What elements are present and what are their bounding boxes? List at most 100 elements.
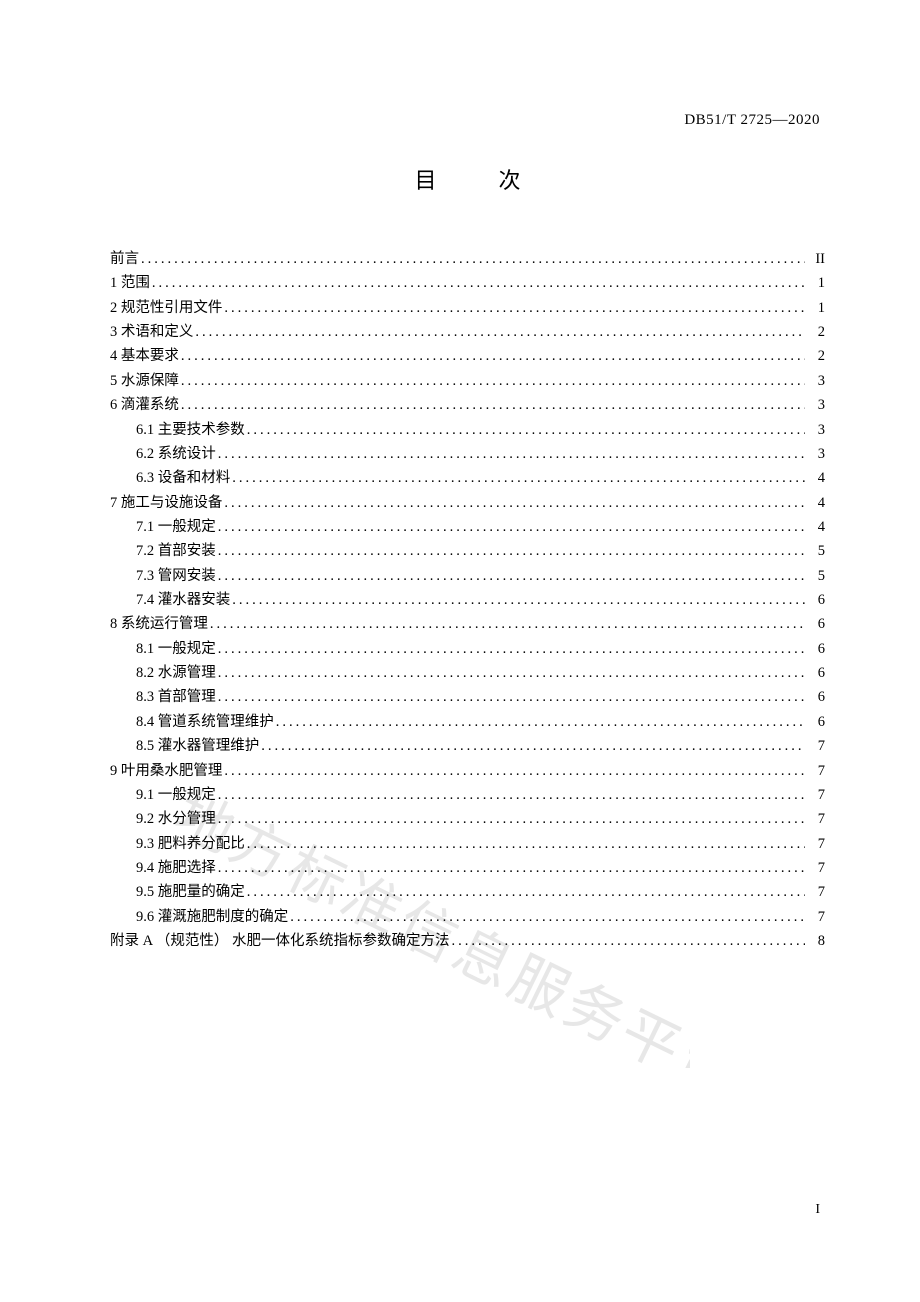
toc-entry-page: 6 [807, 661, 825, 685]
toc-entry-label: 前言 [110, 247, 139, 271]
toc-entry-label: 9 叶用桑水肥管理 [110, 759, 222, 783]
toc-entry: 3 术语和定义 2 [110, 320, 825, 344]
toc-leader-dots [232, 466, 805, 490]
toc-entry-label: 9.2 水分管理 [136, 807, 216, 831]
toc-entry: 8.2 水源管理 6 [110, 661, 825, 685]
toc-leader-dots [218, 685, 805, 709]
toc-entry-page: 7 [807, 856, 825, 880]
toc-entry: 9 叶用桑水肥管理 7 [110, 759, 825, 783]
toc-entry: 8.1 一般规定6 [110, 637, 825, 661]
toc-entry: 4 基本要求2 [110, 344, 825, 368]
toc-entry-label: 9.5 施肥量的确定 [136, 880, 245, 904]
toc-entry: 9.1 一般规定7 [110, 783, 825, 807]
toc-entry: 9.4 施肥选择 7 [110, 856, 825, 880]
toc-entry-page: 6 [807, 588, 825, 612]
toc-entry-label: 9.1 一般规定 [136, 783, 216, 807]
toc-entry-label: 9.3 肥料养分配比 [136, 832, 245, 856]
toc-leader-dots [224, 296, 805, 320]
toc-leader-dots [247, 418, 805, 442]
toc-entry: 前言 II [110, 247, 825, 271]
toc-entry: 7.4 灌水器安装 6 [110, 588, 825, 612]
toc-entry-page: 5 [807, 539, 825, 563]
toc-entry-label: 6.2 系统设计 [136, 442, 216, 466]
toc-entry-label: 8.2 水源管理 [136, 661, 216, 685]
toc-entry-label: 7.2 首部安装 [136, 539, 216, 563]
toc-entry: 附录 A （规范性） 水肥一体化系统指标参数确定方法8 [110, 929, 825, 953]
toc-entry-label: 1 范围 [110, 271, 150, 295]
toc-entry: 6 滴灌系统 3 [110, 393, 825, 417]
toc-entry-page: 7 [807, 734, 825, 758]
toc-entry-page: 6 [807, 685, 825, 709]
toc-entry-page: 1 [807, 271, 825, 295]
toc-leader-dots [181, 393, 805, 417]
toc-leader-dots [152, 271, 805, 295]
table-of-contents: 前言 II 1 范围 1 2 规范性引用文件 1 3 术语和定义 24 基本要求25 水源保障… [110, 247, 825, 953]
toc-entry: 9.3 肥料养分配比7 [110, 832, 825, 856]
toc-entry-page: II [807, 247, 825, 271]
toc-leader-dots [195, 320, 805, 344]
toc-entry-page: 5 [807, 564, 825, 588]
toc-leader-dots [218, 661, 805, 685]
toc-entry: 8.4 管道系统管理维护 6 [110, 710, 825, 734]
toc-leader-dots [290, 905, 805, 929]
toc-entry-label: 6 滴灌系统 [110, 393, 179, 417]
toc-entry-label: 8.4 管道系统管理维护 [136, 710, 274, 734]
toc-leader-dots [218, 856, 805, 880]
toc-entry-label: 2 规范性引用文件 [110, 296, 222, 320]
standard-code: DB51/T 2725—2020 [684, 112, 820, 129]
toc-entry-page: 1 [807, 296, 825, 320]
toc-entry: 6.1 主要技术参数3 [110, 418, 825, 442]
toc-leader-dots [218, 637, 805, 661]
toc-entry-label: 5 水源保障 [110, 369, 179, 393]
toc-entry: 8.3 首部管理6 [110, 685, 825, 709]
toc-entry-page: 3 [807, 393, 825, 417]
toc-entry-label: 8.1 一般规定 [136, 637, 216, 661]
toc-entry-page: 7 [807, 880, 825, 904]
toc-leader-dots [218, 442, 805, 466]
toc-entry-label: 7 施工与设施设备 [110, 491, 222, 515]
toc-entry-label: 7.4 灌水器安装 [136, 588, 230, 612]
toc-entry-page: 6 [807, 612, 825, 636]
toc-leader-dots [247, 880, 805, 904]
toc-leader-dots [141, 247, 805, 271]
toc-entry: 8 系统运行管理 6 [110, 612, 825, 636]
toc-entry: 1 范围 1 [110, 271, 825, 295]
toc-entry-page: 2 [807, 320, 825, 344]
toc-leader-dots [224, 759, 805, 783]
toc-entry: 9.6 灌溉施肥制度的确定7 [110, 905, 825, 929]
toc-entry-label: 3 术语和定义 [110, 320, 193, 344]
toc-entry: 7.1 一般规定4 [110, 515, 825, 539]
toc-entry-page: 6 [807, 710, 825, 734]
toc-entry: 5 水源保障3 [110, 369, 825, 393]
toc-entry: 6.2 系统设计 3 [110, 442, 825, 466]
toc-entry-page: 3 [807, 442, 825, 466]
toc-entry: 7.3 管网安装 5 [110, 564, 825, 588]
toc-leader-dots [276, 710, 805, 734]
toc-entry-label: 6.3 设备和材料 [136, 466, 230, 490]
toc-leader-dots [224, 491, 805, 515]
toc-leader-dots [218, 515, 805, 539]
toc-entry-page: 2 [807, 344, 825, 368]
toc-entry-label: 9.4 施肥选择 [136, 856, 216, 880]
toc-leader-dots [210, 612, 805, 636]
toc-leader-dots [181, 344, 805, 368]
toc-entry: 7.2 首部安装 5 [110, 539, 825, 563]
page-container: DB51/T 2725—2020 目 次 地方标准信息服务平台 前言II1 范围… [0, 0, 920, 1302]
toc-entry-label: 9.6 灌溉施肥制度的确定 [136, 905, 288, 929]
toc-leader-dots [232, 588, 805, 612]
page-number: I [815, 1202, 820, 1218]
toc-entry-page: 4 [807, 491, 825, 515]
toc-entry: 7 施工与设施设备 4 [110, 491, 825, 515]
toc-entry-page: 3 [807, 418, 825, 442]
toc-entry-page: 7 [807, 759, 825, 783]
toc-entry-label: 7.3 管网安装 [136, 564, 216, 588]
toc-leader-dots [247, 832, 805, 856]
toc-title: 目 次 [110, 163, 825, 195]
toc-entry-label: 7.1 一般规定 [136, 515, 216, 539]
toc-leader-dots [218, 807, 805, 831]
toc-entry-page: 8 [807, 929, 825, 953]
toc-leader-dots [218, 783, 805, 807]
toc-leader-dots [452, 929, 805, 953]
toc-entry-label: 8 系统运行管理 [110, 612, 208, 636]
toc-entry: 9.5 施肥量的确定 7 [110, 880, 825, 904]
